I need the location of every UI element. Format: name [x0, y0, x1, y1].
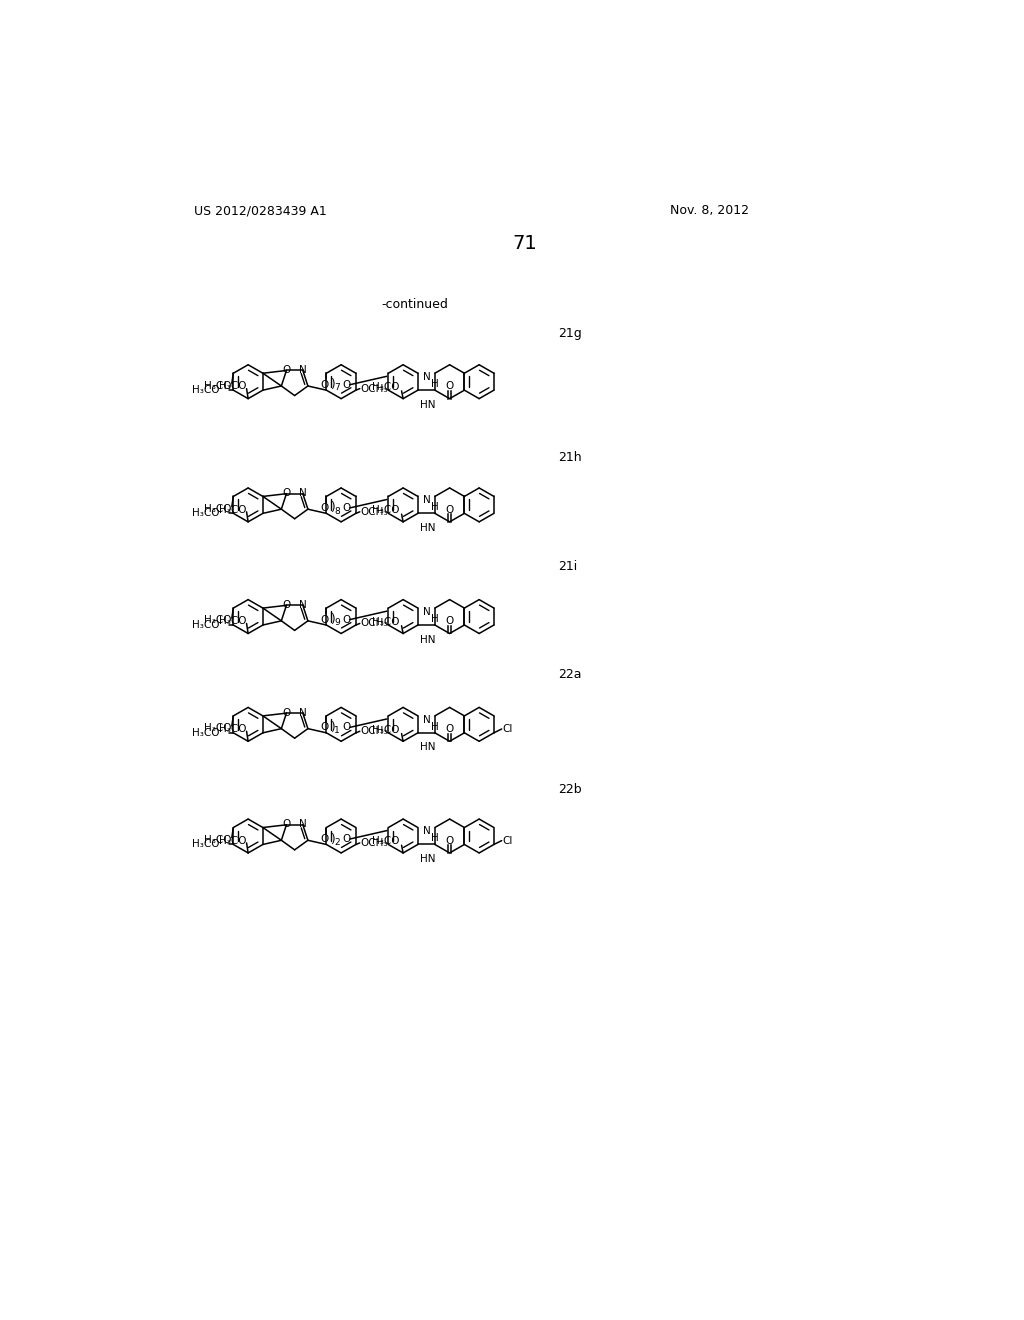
- Text: HN: HN: [420, 523, 435, 533]
- Text: H₃CO: H₃CO: [191, 385, 219, 395]
- Text: H₃CO: H₃CO: [191, 840, 219, 850]
- Text: O: O: [342, 615, 350, 624]
- Text: H₃CO: H₃CO: [219, 381, 247, 391]
- Text: 9: 9: [334, 618, 340, 627]
- Text: O: O: [321, 615, 329, 624]
- Text: O: O: [321, 834, 329, 843]
- Text: Nov. 8, 2012: Nov. 8, 2012: [671, 205, 750, 218]
- Text: O: O: [445, 836, 454, 846]
- Text: O: O: [342, 380, 350, 389]
- Text: ): ): [331, 833, 335, 846]
- Text: H₃CO: H₃CO: [372, 837, 399, 846]
- Text: O: O: [445, 723, 454, 734]
- Text: 2: 2: [335, 838, 340, 846]
- Text: O: O: [445, 616, 454, 626]
- Text: O: O: [321, 722, 329, 733]
- Text: O: O: [445, 381, 454, 391]
- Text: N: N: [423, 826, 431, 837]
- Text: H₃CO: H₃CO: [372, 381, 399, 392]
- Text: H₃CO: H₃CO: [205, 504, 231, 513]
- Text: ): ): [331, 502, 335, 515]
- Text: 22b: 22b: [558, 783, 582, 796]
- Text: H₃CO: H₃CO: [372, 725, 399, 735]
- Text: N: N: [299, 708, 306, 718]
- Text: 71: 71: [512, 234, 538, 252]
- Text: H₃CO: H₃CO: [205, 723, 231, 733]
- Text: HN: HN: [420, 854, 435, 865]
- Text: N: N: [299, 820, 306, 829]
- Text: O: O: [445, 504, 454, 515]
- Text: OCH₃: OCH₃: [360, 507, 388, 517]
- Text: 8: 8: [334, 507, 340, 516]
- Text: N: N: [423, 607, 431, 616]
- Text: N: N: [299, 599, 306, 610]
- Text: O: O: [321, 380, 329, 389]
- Text: 22a: 22a: [558, 668, 582, 681]
- Text: US 2012/0283439 A1: US 2012/0283439 A1: [194, 205, 327, 218]
- Text: OCH₃: OCH₃: [360, 619, 388, 628]
- Text: N: N: [423, 372, 431, 381]
- Text: ): ): [331, 612, 335, 626]
- Text: 21h: 21h: [558, 450, 582, 463]
- Text: OCH₃: OCH₃: [360, 726, 388, 737]
- Text: N: N: [423, 495, 431, 506]
- Text: N: N: [299, 364, 306, 375]
- Text: Cl: Cl: [503, 723, 513, 734]
- Text: -continued: -continued: [381, 298, 449, 312]
- Text: H: H: [431, 833, 438, 843]
- Text: OCH₃: OCH₃: [360, 384, 388, 393]
- Text: O: O: [283, 599, 291, 610]
- Text: O: O: [342, 834, 350, 843]
- Text: ): ): [331, 721, 335, 734]
- Text: H₃CO: H₃CO: [205, 615, 231, 626]
- Text: O: O: [283, 708, 291, 718]
- Text: 1: 1: [334, 726, 340, 735]
- Text: HN: HN: [420, 400, 435, 409]
- Text: H₃CO: H₃CO: [219, 616, 247, 626]
- Text: H₃CO: H₃CO: [219, 504, 247, 515]
- Text: H₃CO: H₃CO: [372, 506, 399, 515]
- Text: H₃CO: H₃CO: [205, 380, 231, 391]
- Text: H₃CO: H₃CO: [205, 834, 231, 845]
- Text: O: O: [283, 488, 291, 498]
- Text: H₃CO: H₃CO: [219, 723, 247, 734]
- Text: 7: 7: [334, 383, 340, 392]
- Text: O: O: [283, 364, 291, 375]
- Text: O: O: [342, 722, 350, 733]
- Text: 21g: 21g: [558, 327, 582, 341]
- Text: N: N: [423, 714, 431, 725]
- Text: Cl: Cl: [503, 836, 513, 846]
- Text: H₃CO: H₃CO: [372, 616, 399, 627]
- Text: H: H: [431, 614, 438, 624]
- Text: N: N: [299, 488, 306, 498]
- Text: 21i: 21i: [558, 560, 578, 573]
- Text: O: O: [342, 503, 350, 513]
- Text: H: H: [431, 502, 438, 512]
- Text: O: O: [283, 820, 291, 829]
- Text: ): ): [331, 379, 335, 391]
- Text: H: H: [431, 722, 438, 731]
- Text: H: H: [431, 379, 438, 389]
- Text: H₃CO: H₃CO: [191, 727, 219, 738]
- Text: H₃CO: H₃CO: [191, 620, 219, 630]
- Text: O: O: [321, 503, 329, 513]
- Text: HN: HN: [420, 742, 435, 752]
- Text: H₃CO: H₃CO: [191, 508, 219, 519]
- Text: H₃CO: H₃CO: [219, 836, 247, 846]
- Text: OCH₃: OCH₃: [360, 838, 388, 847]
- Text: HN: HN: [420, 635, 435, 644]
